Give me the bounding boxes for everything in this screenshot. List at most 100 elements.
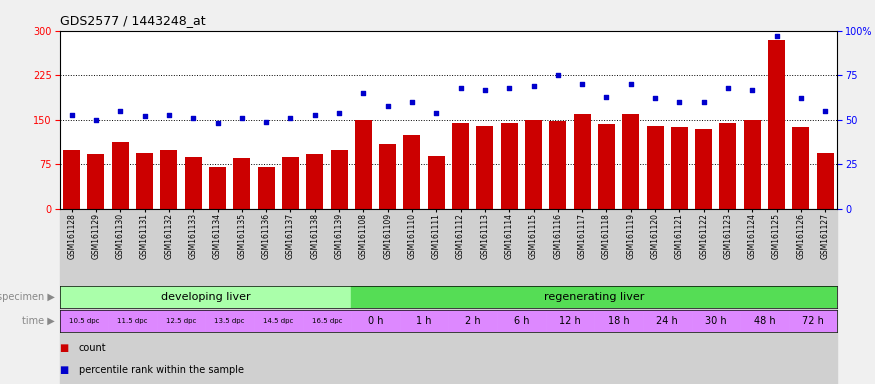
Bar: [351, 209, 375, 384]
Bar: [160, 150, 178, 209]
Bar: [476, 126, 494, 209]
Bar: [525, 120, 542, 209]
Text: 18 h: 18 h: [608, 316, 629, 326]
Text: 30 h: 30 h: [705, 316, 726, 326]
Bar: [351, 310, 400, 332]
Point: [551, 72, 565, 78]
Bar: [355, 120, 372, 209]
Bar: [108, 209, 132, 384]
Bar: [788, 310, 837, 332]
Bar: [765, 209, 788, 384]
Bar: [497, 310, 546, 332]
Text: specimen ▶: specimen ▶: [0, 292, 55, 302]
Text: time ▶: time ▶: [23, 316, 55, 326]
Point: [648, 95, 662, 101]
Bar: [234, 159, 250, 209]
Bar: [788, 209, 813, 384]
Point: [527, 83, 541, 89]
Point: [356, 90, 370, 96]
Point: [430, 110, 444, 116]
Bar: [813, 209, 837, 384]
Bar: [403, 135, 421, 209]
Text: ■: ■: [60, 365, 69, 375]
Text: 6 h: 6 h: [514, 316, 529, 326]
Text: percentile rank within the sample: percentile rank within the sample: [79, 365, 244, 375]
Bar: [424, 209, 449, 384]
Point: [599, 94, 613, 100]
Bar: [691, 310, 740, 332]
Bar: [60, 310, 108, 332]
Bar: [60, 209, 84, 384]
Point: [186, 115, 200, 121]
Bar: [497, 209, 522, 384]
Text: 48 h: 48 h: [753, 316, 775, 326]
Point: [770, 33, 784, 39]
Text: 16.5 dpc: 16.5 dpc: [312, 318, 342, 324]
Bar: [546, 310, 594, 332]
Point: [381, 103, 395, 109]
Text: count: count: [79, 343, 107, 353]
Point: [137, 113, 151, 119]
Text: developing liver: developing liver: [160, 292, 250, 302]
Bar: [619, 209, 643, 384]
Bar: [647, 126, 663, 209]
Bar: [449, 310, 497, 332]
Text: 11.5 dpc: 11.5 dpc: [117, 318, 148, 324]
Bar: [254, 209, 278, 384]
Bar: [84, 209, 108, 384]
Bar: [88, 154, 104, 209]
Bar: [185, 157, 202, 209]
Bar: [428, 156, 444, 209]
Bar: [327, 209, 351, 384]
Bar: [209, 167, 226, 209]
Bar: [740, 209, 765, 384]
Bar: [60, 286, 351, 308]
Bar: [691, 209, 716, 384]
Bar: [351, 286, 837, 308]
Bar: [816, 152, 834, 209]
Bar: [136, 152, 153, 209]
Bar: [306, 154, 323, 209]
Point: [672, 99, 686, 105]
Bar: [278, 209, 303, 384]
Text: 0 h: 0 h: [368, 316, 383, 326]
Point: [405, 99, 419, 105]
Bar: [181, 209, 206, 384]
Bar: [793, 127, 809, 209]
Bar: [522, 209, 546, 384]
Bar: [375, 209, 400, 384]
Point: [308, 111, 322, 118]
Point: [746, 86, 760, 93]
Bar: [574, 114, 591, 209]
Bar: [473, 209, 497, 384]
Bar: [449, 209, 472, 384]
Bar: [594, 209, 619, 384]
Text: 2 h: 2 h: [465, 316, 480, 326]
Bar: [282, 157, 299, 209]
Text: 12 h: 12 h: [559, 316, 581, 326]
Bar: [744, 120, 760, 209]
Text: ■: ■: [60, 343, 69, 353]
Bar: [594, 310, 643, 332]
Point: [502, 85, 516, 91]
Bar: [598, 124, 615, 209]
Text: 14.5 dpc: 14.5 dpc: [263, 318, 293, 324]
Bar: [206, 310, 254, 332]
Bar: [695, 129, 712, 209]
Bar: [500, 123, 518, 209]
Bar: [719, 123, 737, 209]
Point: [478, 86, 492, 93]
Point: [575, 81, 589, 87]
Point: [794, 95, 808, 101]
Bar: [716, 209, 740, 384]
Bar: [570, 209, 594, 384]
Bar: [112, 142, 129, 209]
Text: 10.5 dpc: 10.5 dpc: [68, 318, 99, 324]
Bar: [671, 127, 688, 209]
Point: [89, 117, 103, 123]
Bar: [622, 114, 640, 209]
Bar: [331, 150, 347, 209]
Point: [624, 81, 638, 87]
Point: [284, 115, 298, 121]
Point: [234, 115, 248, 121]
